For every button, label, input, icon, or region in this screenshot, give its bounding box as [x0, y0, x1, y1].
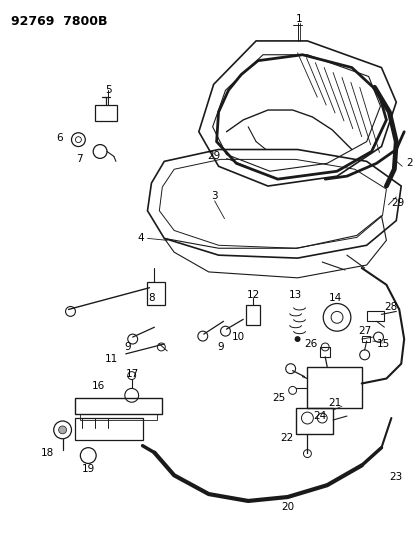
Text: 8: 8: [148, 293, 154, 303]
Text: 9: 9: [217, 342, 223, 352]
Text: 29: 29: [390, 198, 404, 208]
Text: 18: 18: [41, 448, 54, 458]
Text: 21: 21: [328, 398, 341, 408]
Text: 1: 1: [296, 14, 302, 24]
Text: 23: 23: [389, 472, 402, 482]
Text: 27: 27: [357, 326, 370, 336]
Text: 6: 6: [56, 133, 62, 143]
Text: 12: 12: [246, 289, 259, 300]
Text: 3: 3: [211, 191, 217, 201]
Text: 15: 15: [376, 339, 389, 349]
Text: 26: 26: [303, 339, 316, 349]
Text: 13: 13: [288, 289, 301, 300]
Text: 2: 2: [405, 158, 412, 168]
Text: 24: 24: [313, 411, 326, 421]
Text: 14: 14: [328, 293, 341, 303]
Text: 7: 7: [76, 155, 82, 164]
Text: 16: 16: [91, 382, 104, 391]
Text: 4: 4: [138, 233, 144, 244]
Text: 22: 22: [280, 433, 293, 443]
Text: 20: 20: [280, 502, 294, 512]
Text: 9: 9: [124, 342, 131, 352]
Circle shape: [59, 426, 66, 434]
Text: 29: 29: [206, 151, 220, 161]
Text: 19: 19: [81, 464, 95, 474]
Text: 10: 10: [231, 332, 244, 342]
Text: 28: 28: [384, 302, 397, 312]
Text: 25: 25: [272, 393, 285, 403]
Text: 5: 5: [104, 85, 111, 95]
Text: 11: 11: [104, 354, 118, 364]
Text: 17: 17: [126, 369, 139, 378]
Circle shape: [294, 336, 300, 342]
Text: 92769  7800B: 92769 7800B: [11, 15, 107, 28]
